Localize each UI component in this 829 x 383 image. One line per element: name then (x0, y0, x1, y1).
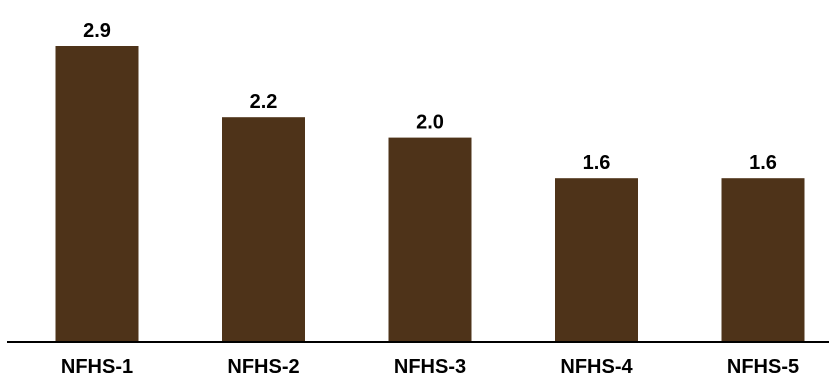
x-tick-label: NFHS-2 (227, 356, 299, 378)
x-tick-label: NFHS-1 (61, 356, 133, 378)
data-label: 2.9 (83, 20, 111, 42)
x-tick-label: NFHS-4 (560, 356, 633, 378)
bar-nfhs-1 (55, 46, 139, 341)
data-label: 1.6 (749, 152, 777, 174)
bar-nfhs-3 (388, 137, 472, 341)
x-tick-label: NFHS-5 (727, 356, 799, 378)
data-label: 2.0 (416, 112, 444, 134)
bar-nfhs-4 (555, 178, 638, 341)
bar-nfhs-5 (721, 178, 805, 341)
data-label: 2.2 (250, 91, 278, 113)
x-tick-label: NFHS-3 (394, 356, 466, 378)
data-label: 1.6 (583, 152, 611, 174)
bar-nfhs-2 (222, 117, 305, 341)
